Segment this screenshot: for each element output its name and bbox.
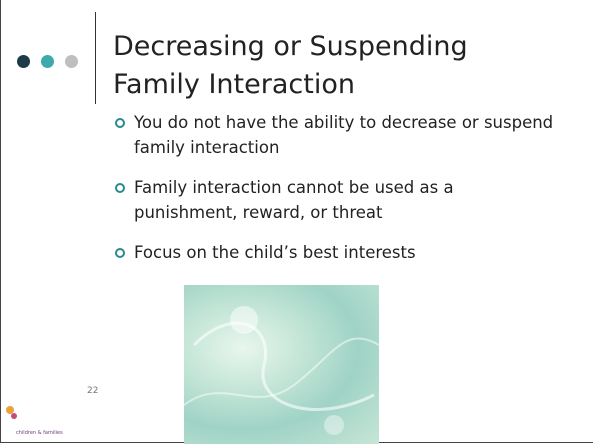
page-number: 22 — [87, 386, 98, 396]
slide: Decreasing or Suspending Family Interact… — [0, 0, 593, 443]
slide-title: Decreasing or Suspending Family Interact… — [113, 28, 533, 104]
divider — [95, 12, 96, 104]
decorative-image — [184, 285, 379, 444]
decor-dot — [41, 55, 54, 68]
bullet: Family interaction cannot be used as a p… — [115, 175, 555, 225]
decor-dot — [65, 55, 78, 68]
image-swirls — [184, 285, 379, 444]
bullet-list: You do not have the ability to decrease … — [115, 110, 555, 280]
decor-dot — [17, 55, 30, 68]
logo-mark — [4, 402, 18, 422]
bullet: Focus on the child’s best interests — [115, 240, 555, 265]
bullet: You do not have the ability to decrease … — [115, 110, 555, 160]
logo: children & families — [4, 402, 52, 440]
page: Decreasing or Suspending Family Interact… — [0, 0, 594, 444]
logo-text: children & families — [16, 430, 63, 436]
